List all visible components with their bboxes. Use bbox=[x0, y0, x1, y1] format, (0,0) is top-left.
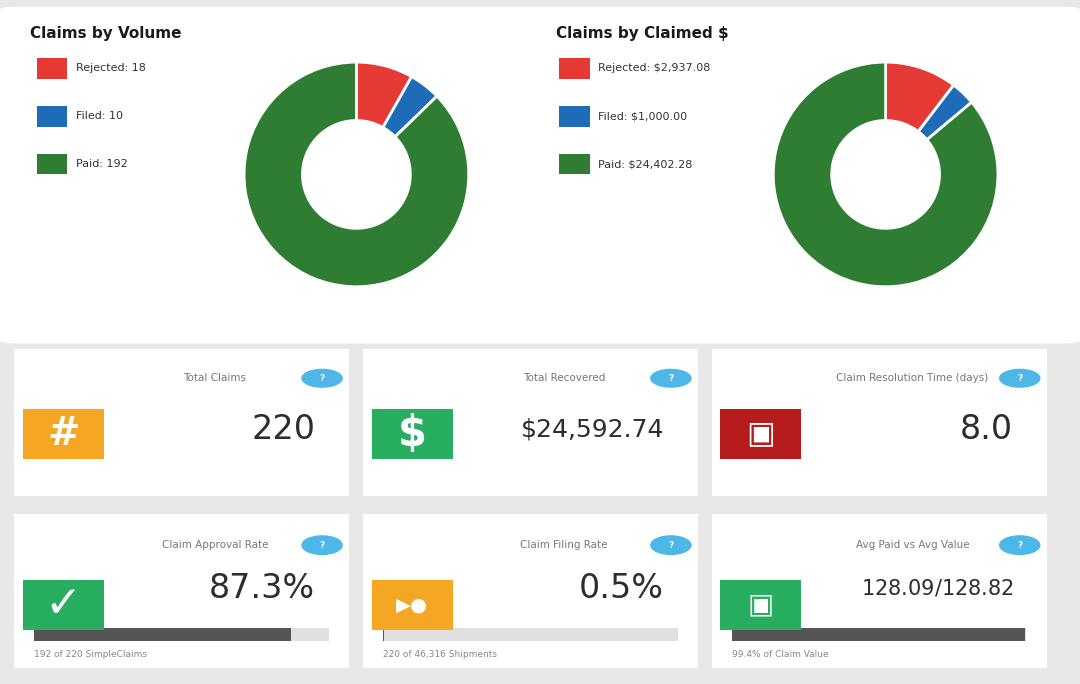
FancyBboxPatch shape bbox=[0, 7, 1080, 343]
Text: Total Recovered: Total Recovered bbox=[523, 373, 605, 383]
Text: Rejected: $2,937.08: Rejected: $2,937.08 bbox=[598, 64, 711, 73]
Circle shape bbox=[651, 369, 691, 387]
Text: 99.4% of Claim Value: 99.4% of Claim Value bbox=[732, 650, 828, 659]
Text: #: # bbox=[46, 415, 80, 453]
Text: Paid: $24,402.28: Paid: $24,402.28 bbox=[598, 159, 692, 169]
FancyBboxPatch shape bbox=[367, 577, 458, 633]
FancyBboxPatch shape bbox=[383, 628, 677, 642]
Text: ?: ? bbox=[1017, 540, 1023, 550]
Text: $128.09 / $128.82: $128.09 / $128.82 bbox=[861, 578, 1013, 598]
FancyBboxPatch shape bbox=[17, 577, 108, 633]
Text: ▶●: ▶● bbox=[396, 595, 428, 614]
Text: Avg Paid vs Avg Value: Avg Paid vs Avg Value bbox=[855, 540, 970, 550]
Text: ▣: ▣ bbox=[746, 419, 775, 449]
Circle shape bbox=[302, 536, 342, 554]
FancyBboxPatch shape bbox=[35, 628, 328, 642]
FancyBboxPatch shape bbox=[35, 628, 292, 642]
Wedge shape bbox=[886, 62, 954, 131]
Text: ✓: ✓ bbox=[44, 583, 82, 626]
FancyBboxPatch shape bbox=[2, 345, 361, 499]
Text: ?: ? bbox=[320, 540, 325, 550]
Text: ?: ? bbox=[669, 373, 674, 383]
Circle shape bbox=[302, 369, 342, 387]
Wedge shape bbox=[773, 62, 998, 287]
FancyBboxPatch shape bbox=[732, 628, 1025, 642]
FancyBboxPatch shape bbox=[715, 577, 806, 633]
Text: $: $ bbox=[397, 413, 427, 455]
FancyBboxPatch shape bbox=[2, 510, 361, 672]
Text: Filed: $1,000.00: Filed: $1,000.00 bbox=[598, 111, 688, 121]
Wedge shape bbox=[918, 85, 972, 140]
FancyBboxPatch shape bbox=[700, 510, 1058, 672]
Text: Claim Approval Rate: Claim Approval Rate bbox=[162, 540, 268, 550]
Circle shape bbox=[1000, 536, 1040, 554]
FancyBboxPatch shape bbox=[700, 345, 1058, 499]
Wedge shape bbox=[244, 62, 469, 287]
Text: Claim Filing Rate: Claim Filing Rate bbox=[519, 540, 608, 550]
Text: Claims by Volume: Claims by Volume bbox=[30, 26, 181, 41]
Wedge shape bbox=[356, 62, 411, 127]
FancyBboxPatch shape bbox=[351, 345, 710, 499]
Text: ▣: ▣ bbox=[747, 591, 774, 619]
Text: Rejected: 18: Rejected: 18 bbox=[76, 64, 146, 73]
FancyBboxPatch shape bbox=[383, 628, 384, 642]
Text: Claims by Claimed $: Claims by Claimed $ bbox=[556, 26, 729, 41]
Text: $24,592.74: $24,592.74 bbox=[521, 418, 664, 442]
Text: 220 of 46,316 Shipments: 220 of 46,316 Shipments bbox=[383, 650, 497, 659]
Text: 220: 220 bbox=[252, 413, 315, 446]
Text: 87.3%: 87.3% bbox=[210, 572, 315, 605]
Text: Paid: 192: Paid: 192 bbox=[76, 159, 127, 169]
Text: Claim Resolution Time (days): Claim Resolution Time (days) bbox=[837, 373, 988, 383]
Text: 0.5%: 0.5% bbox=[579, 572, 664, 605]
FancyBboxPatch shape bbox=[351, 510, 710, 672]
Text: ?: ? bbox=[1017, 373, 1023, 383]
Text: ?: ? bbox=[320, 373, 325, 383]
Text: Filed: 10: Filed: 10 bbox=[76, 111, 123, 121]
FancyBboxPatch shape bbox=[732, 628, 1026, 642]
Text: ?: ? bbox=[669, 540, 674, 550]
Text: 8.0: 8.0 bbox=[960, 413, 1013, 446]
Wedge shape bbox=[383, 77, 437, 137]
Circle shape bbox=[651, 536, 691, 554]
FancyBboxPatch shape bbox=[715, 406, 806, 462]
Text: Total Claims: Total Claims bbox=[184, 373, 246, 383]
FancyBboxPatch shape bbox=[367, 406, 458, 462]
Circle shape bbox=[1000, 369, 1040, 387]
FancyBboxPatch shape bbox=[17, 406, 108, 462]
Text: 192 of 220 SimpleClaims: 192 of 220 SimpleClaims bbox=[35, 650, 147, 659]
